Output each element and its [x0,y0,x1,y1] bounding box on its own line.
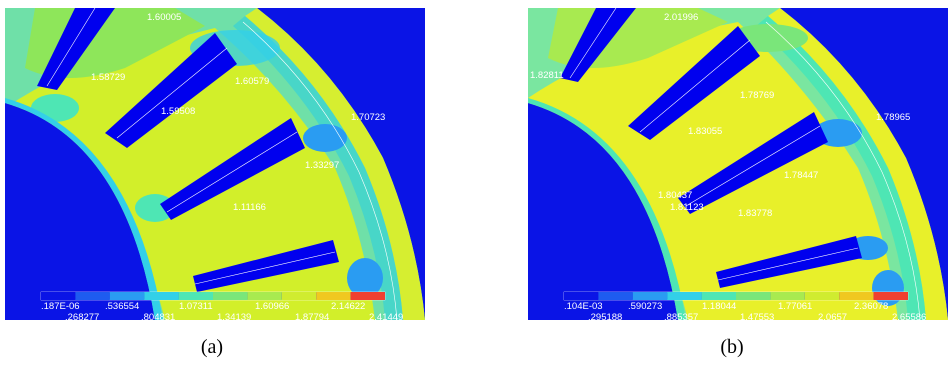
colorbar-b-top-3: 1.77061 [778,301,812,312]
colorbar-swatch [839,292,874,300]
colorbar-swatch [144,292,179,300]
node-label-a2: 1.58729 [91,72,125,83]
caption-a: (a) [200,336,224,358]
colorbar-b-bottom-4: 2.65586 [892,312,926,320]
ring-line-b [765,21,921,320]
airgap-band-a [233,16,403,320]
mesh-lines-b [569,8,859,281]
colorbar-swatch [41,292,76,300]
rotor-b [528,103,678,320]
colorbar-a-bottom-2: 1.34139 [217,312,251,320]
node-label-b8: 1.78447 [784,170,818,181]
colorbar-a-bottom-1: .804831 [141,312,175,320]
rotor-a [5,103,155,320]
field-plot-b: 2.01996 1.82811 1.78769 1.83055 1.78965 … [528,8,948,320]
panel-a: 1.60005 1.58729 1.60579 1.59508 1.70723 … [5,8,425,320]
yoke-a [5,28,375,320]
node-label-a4: 1.59508 [161,106,195,117]
colorbar-a-bottom-0: .268277 [65,312,99,320]
slot-a1 [37,8,115,90]
colorbar-b-bottom-0: .295188 [588,312,622,320]
colorbar-b-top-1: .590273 [628,301,662,312]
colorbar-b [563,291,909,301]
colorbar-swatch [804,292,840,300]
colorbar-swatch [873,292,908,300]
slot-a3 [160,118,305,220]
node-label-a6: 1.33297 [305,160,339,171]
colorbar-a-top-0: .187E-06 [41,301,80,312]
colorbar-swatch [109,292,145,300]
colorbar-b-bottom-3: 2.0657 [818,312,847,320]
colorbar-b-bottom-1: .885357 [664,312,698,320]
slot-a2 [105,33,237,148]
colorbar-swatch [350,292,385,300]
colorbar-b-top-2: 1.18044 [702,301,736,312]
colorbar-swatch [632,292,668,300]
colorbar-b-top-0: .104E-03 [564,301,603,312]
mesh-lines-a [46,8,336,285]
outer-ring-b [768,8,948,320]
colorbar-a [40,291,386,301]
node-label-a3: 1.60579 [235,76,269,87]
outer-ring-a [245,8,425,320]
cyan-patch-a2 [303,124,347,152]
node-label-b3: 1.78769 [740,90,774,101]
node-label-b5: 1.78965 [876,112,910,123]
node-label-b7: 1.81123 [670,202,704,213]
node-label-b4: 1.83055 [688,126,722,137]
panel-b: 2.01996 1.82811 1.78769 1.83055 1.78965 … [528,8,948,320]
colorbar-swatch [213,292,248,300]
slot-b4 [716,236,862,288]
colorbar-swatch [316,292,351,300]
node-label-b9: 1.83778 [738,208,772,219]
slot-b1 [560,8,636,82]
node-label-b6: 1.80437 [658,190,692,201]
colorbar-swatch [75,292,110,300]
colorbar-swatch [770,292,805,300]
node-label-b1: 2.01996 [664,12,698,23]
node-label-a5: 1.70723 [351,112,385,123]
colorbar-b-bottom-2: 1.47553 [740,312,774,320]
colorbar-a-top-3: 1.60966 [255,301,289,312]
caption-b: (b) [720,336,744,358]
airgap-band-b [756,16,926,320]
slot-a4 [193,240,339,292]
ring-line-a [242,21,398,320]
cyan-patch-a5 [347,258,383,298]
colorbar-a-top-4: 2.14622 [331,301,365,312]
slot-b2 [628,26,760,140]
node-label-a1: 1.60005 [147,12,181,23]
colorbar-swatch [667,292,702,300]
yoke-b [528,22,898,320]
node-label-b2: 1.82811 [530,70,564,81]
colorbar-swatch [736,292,771,300]
colorbar-swatch [247,292,282,300]
colorbar-b-top-4: 2.36078 [854,301,888,312]
colorbar-a-bottom-4: 2.41449 [369,312,403,320]
colorbar-swatch [598,292,633,300]
colorbar-a-top-1: .536554 [105,301,139,312]
field-plot-a: 1.60005 1.58729 1.60579 1.59508 1.70723 … [5,8,425,320]
colorbar-swatch [281,292,317,300]
colorbar-swatch [178,292,213,300]
colorbar-a-bottom-3: 1.87794 [295,312,329,320]
colorbar-swatch [564,292,599,300]
node-label-a7: 1.11166 [233,202,266,213]
colorbar-swatch [701,292,736,300]
colorbar-a-top-2: 1.07311 [179,301,213,312]
